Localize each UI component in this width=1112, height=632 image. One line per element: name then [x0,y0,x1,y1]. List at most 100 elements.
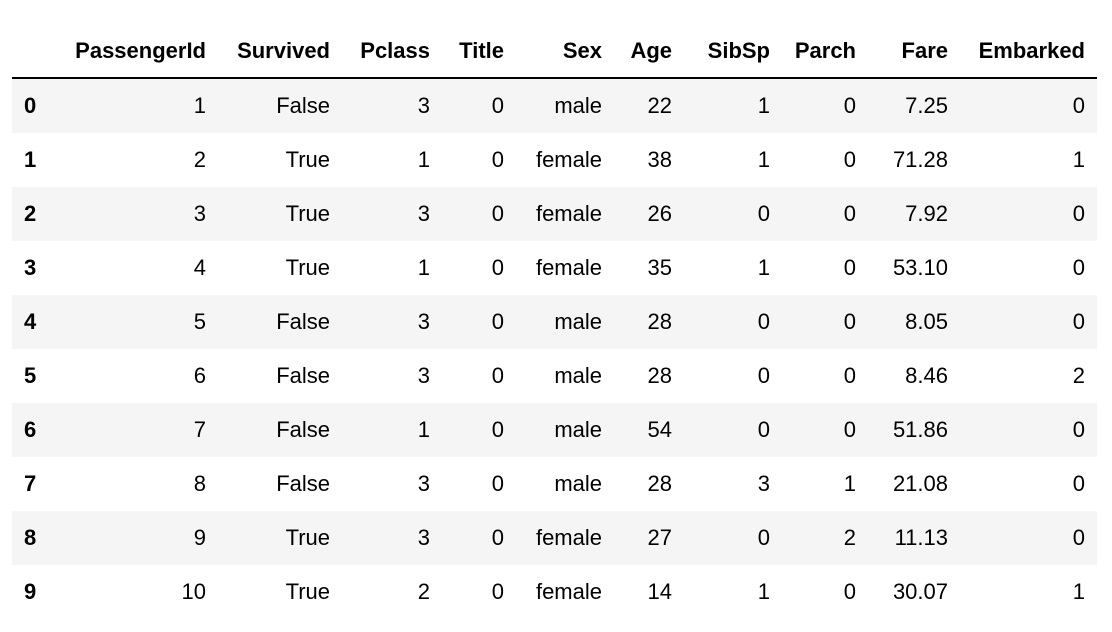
cell-title: 0 [491,93,504,118]
cell-parch: 0 [843,93,856,118]
cell-fare: 30.07 [892,579,948,604]
column-header-passengerid: PassengerId [52,25,218,79]
cell-pclass: 1 [417,255,430,280]
table-row: 6 7 False 1 0 male 54 0 0 51.86 0 [12,403,1097,457]
cell-fare: 51.86 [892,417,948,442]
cell-fare: 71.28 [892,147,948,172]
cell-title: 0 [491,255,504,280]
row-index: 3 [24,255,37,280]
table-row: 7 8 False 3 0 male 28 3 1 21.08 0 [12,457,1097,511]
cell-sibsp: 1 [757,147,770,172]
cell-sibsp: 1 [757,93,770,118]
column-header-survived: Survived [218,25,342,79]
cell-fare: 21.08 [892,471,948,496]
table-row: 5 6 False 3 0 male 28 0 0 8.46 2 [12,349,1097,403]
row-index: 7 [24,471,37,496]
cell-fare: 11.13 [894,525,948,550]
column-header-fare: Fare [868,25,960,79]
cell-title: 0 [491,417,504,442]
cell-sibsp: 1 [757,255,770,280]
cell-parch: 0 [843,309,856,334]
cell-pclass: 3 [417,471,430,496]
cell-pclass: 1 [417,417,430,442]
cell-embarked: 1 [1072,579,1085,604]
cell-passengerid: 1 [193,93,206,118]
cell-embarked: 0 [1072,201,1085,226]
table-row: 8 9 True 3 0 female 27 0 2 11.13 0 [12,511,1097,565]
cell-title: 0 [491,201,504,226]
table-row: 3 4 True 1 0 female 35 1 0 53.10 0 [12,241,1097,295]
cell-embarked: 0 [1072,471,1085,496]
dataframe-table: PassengerId Survived Pclass Title Sex Ag… [12,25,1097,619]
cell-survived: False [276,363,330,388]
column-header-parch: Parch [782,25,868,79]
column-header-title: Title [442,25,516,79]
cell-sibsp: 3 [757,471,770,496]
cell-fare: 8.05 [905,309,948,334]
row-index: 6 [24,417,37,442]
cell-pclass: 3 [417,363,430,388]
cell-passengerid: 8 [193,471,206,496]
index-header [12,25,52,79]
cell-survived: False [276,417,330,442]
cell-title: 0 [491,309,504,334]
column-header-pclass: Pclass [342,25,442,79]
cell-embarked: 0 [1072,309,1085,334]
cell-sibsp: 0 [757,363,770,388]
cell-passengerid: 6 [193,363,206,388]
row-index: 9 [24,579,37,604]
row-index: 0 [24,93,37,118]
cell-sibsp: 0 [757,309,770,334]
cell-age: 35 [647,255,672,280]
cell-embarked: 0 [1072,255,1085,280]
cell-parch: 0 [843,363,856,388]
cell-pclass: 1 [417,147,430,172]
cell-parch: 0 [843,201,856,226]
cell-title: 0 [491,147,504,172]
cell-pclass: 3 [417,93,430,118]
cell-pclass: 3 [417,309,430,334]
cell-survived: True [285,255,330,280]
cell-embarked: 0 [1072,525,1085,550]
cell-passengerid: 7 [193,417,206,442]
cell-sex: female [535,525,602,550]
cell-embarked: 1 [1072,147,1085,172]
column-header-sex: Sex [516,25,614,79]
cell-survived: False [276,309,330,334]
cell-age: 28 [647,309,672,334]
cell-survived: False [276,93,330,118]
cell-age: 28 [647,471,672,496]
table-row: 9 10 True 2 0 female 14 1 0 30.07 1 [12,565,1097,619]
table-row: 2 3 True 3 0 female 26 0 0 7.92 0 [12,187,1097,241]
cell-survived: False [276,471,330,496]
cell-parch: 0 [843,147,856,172]
cell-parch: 1 [843,471,856,496]
cell-pclass: 3 [417,201,430,226]
cell-passengerid: 2 [193,147,206,172]
cell-fare: 8.46 [905,363,948,388]
cell-sex: male [554,93,602,118]
cell-parch: 2 [843,525,856,550]
cell-age: 54 [647,417,672,442]
cell-pclass: 2 [417,579,430,604]
cell-sex: male [554,417,602,442]
cell-parch: 0 [843,417,856,442]
cell-title: 0 [491,471,504,496]
cell-survived: True [285,579,330,604]
cell-sex: female [535,201,602,226]
cell-survived: True [285,147,330,172]
cell-sibsp: 0 [757,525,770,550]
cell-pclass: 3 [417,525,430,550]
cell-age: 27 [647,525,672,550]
row-index: 4 [24,309,37,334]
cell-age: 26 [647,201,672,226]
row-index: 2 [24,201,37,226]
row-index: 5 [24,363,37,388]
cell-age: 38 [647,147,672,172]
cell-passengerid: 9 [193,525,206,550]
cell-parch: 0 [843,255,856,280]
cell-sex: male [554,471,602,496]
column-header-age: Age [614,25,684,79]
cell-passengerid: 10 [181,579,206,604]
